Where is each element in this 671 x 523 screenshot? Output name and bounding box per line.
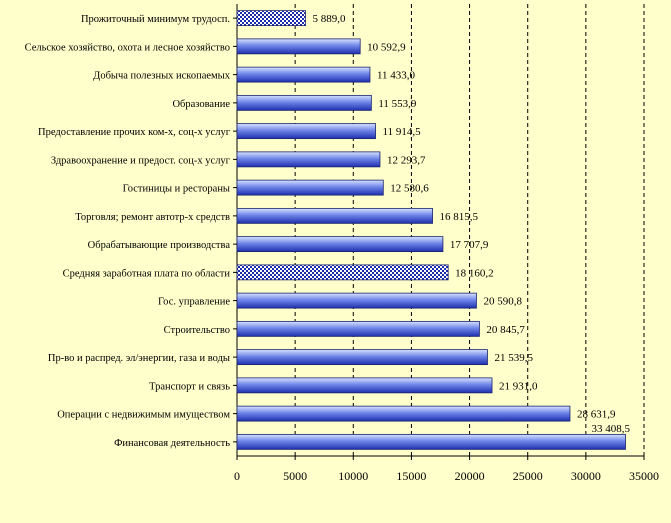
bar: [236, 94, 372, 111]
data-label: 10 592,9: [367, 41, 406, 53]
category-label: Финансовая деятельность: [114, 438, 230, 449]
bar: [236, 179, 384, 196]
category-label: Операции с недвижимым имуществом: [57, 410, 230, 421]
x-tick-label: 10000: [338, 469, 368, 483]
bar: [236, 123, 376, 140]
category-label: Обрабатывающие производства: [88, 240, 231, 251]
data-label: 12 580,6: [390, 183, 429, 195]
data-label: 16 815,5: [440, 211, 479, 223]
bar: [236, 151, 381, 168]
data-label: 33 408,5: [591, 423, 630, 435]
bar: [236, 377, 493, 394]
category-label: Здравоохранение и предост. соц-х услуг: [51, 155, 231, 166]
category-label: Торговля; ремонт автотр-х средств: [75, 212, 230, 223]
data-label: 21 539,5: [494, 352, 533, 364]
category-label: Средняя заработная плата по области: [63, 268, 231, 279]
bar: [236, 264, 449, 281]
bar: [236, 349, 488, 366]
bar: [236, 207, 433, 224]
bar: [236, 433, 626, 450]
category-label: Пр-во и распред. эл/энергии, газа и воды: [48, 353, 230, 364]
data-label: 5 889,0: [312, 13, 346, 25]
category-label: Образование: [172, 99, 230, 110]
category-label: Сельское хозяйство, охота и лесное хозяй…: [25, 42, 230, 53]
x-tick-label: 30000: [571, 469, 601, 483]
category-label: Прожиточный минимум трудосп.: [81, 14, 230, 25]
data-label: 18 160,2: [455, 267, 494, 279]
x-tick-label: 35000: [629, 469, 659, 483]
bar: [236, 292, 477, 309]
bar: [236, 38, 361, 55]
data-label: 17 707,9: [450, 239, 489, 251]
x-tick-label: 20000: [455, 469, 485, 483]
data-label: 12 293,7: [387, 154, 426, 166]
bar: [236, 405, 571, 422]
category-label: Добыча полезных ископаемых: [93, 71, 231, 82]
x-tick-label: 5000: [283, 469, 307, 483]
data-label: 11 553,9: [378, 98, 417, 110]
category-label: Гос. управление: [158, 297, 230, 308]
data-label: 20 590,8: [483, 296, 522, 308]
data-label: 11 914,5: [383, 126, 422, 138]
x-tick-label: 25000: [513, 469, 543, 483]
data-label: 20 845,7: [486, 324, 525, 336]
category-label: Предоставление прочих ком-х, соц-х услуг: [38, 127, 231, 138]
bar: [236, 320, 480, 337]
x-tick-label: 0: [234, 469, 240, 483]
category-label: Гостиницы и рестораны: [123, 184, 230, 195]
category-label: Строительство: [164, 325, 230, 336]
category-label: Транспорт и связь: [149, 381, 230, 392]
bar: [236, 236, 444, 253]
bar: [236, 10, 306, 27]
bar: [236, 66, 371, 83]
gridlines: [294, 4, 645, 456]
data-label: 28 631,9: [577, 409, 616, 421]
x-tick-label: 15000: [396, 469, 426, 483]
data-label: 21 931,0: [499, 380, 538, 392]
data-label: 11 433,0: [377, 70, 416, 82]
